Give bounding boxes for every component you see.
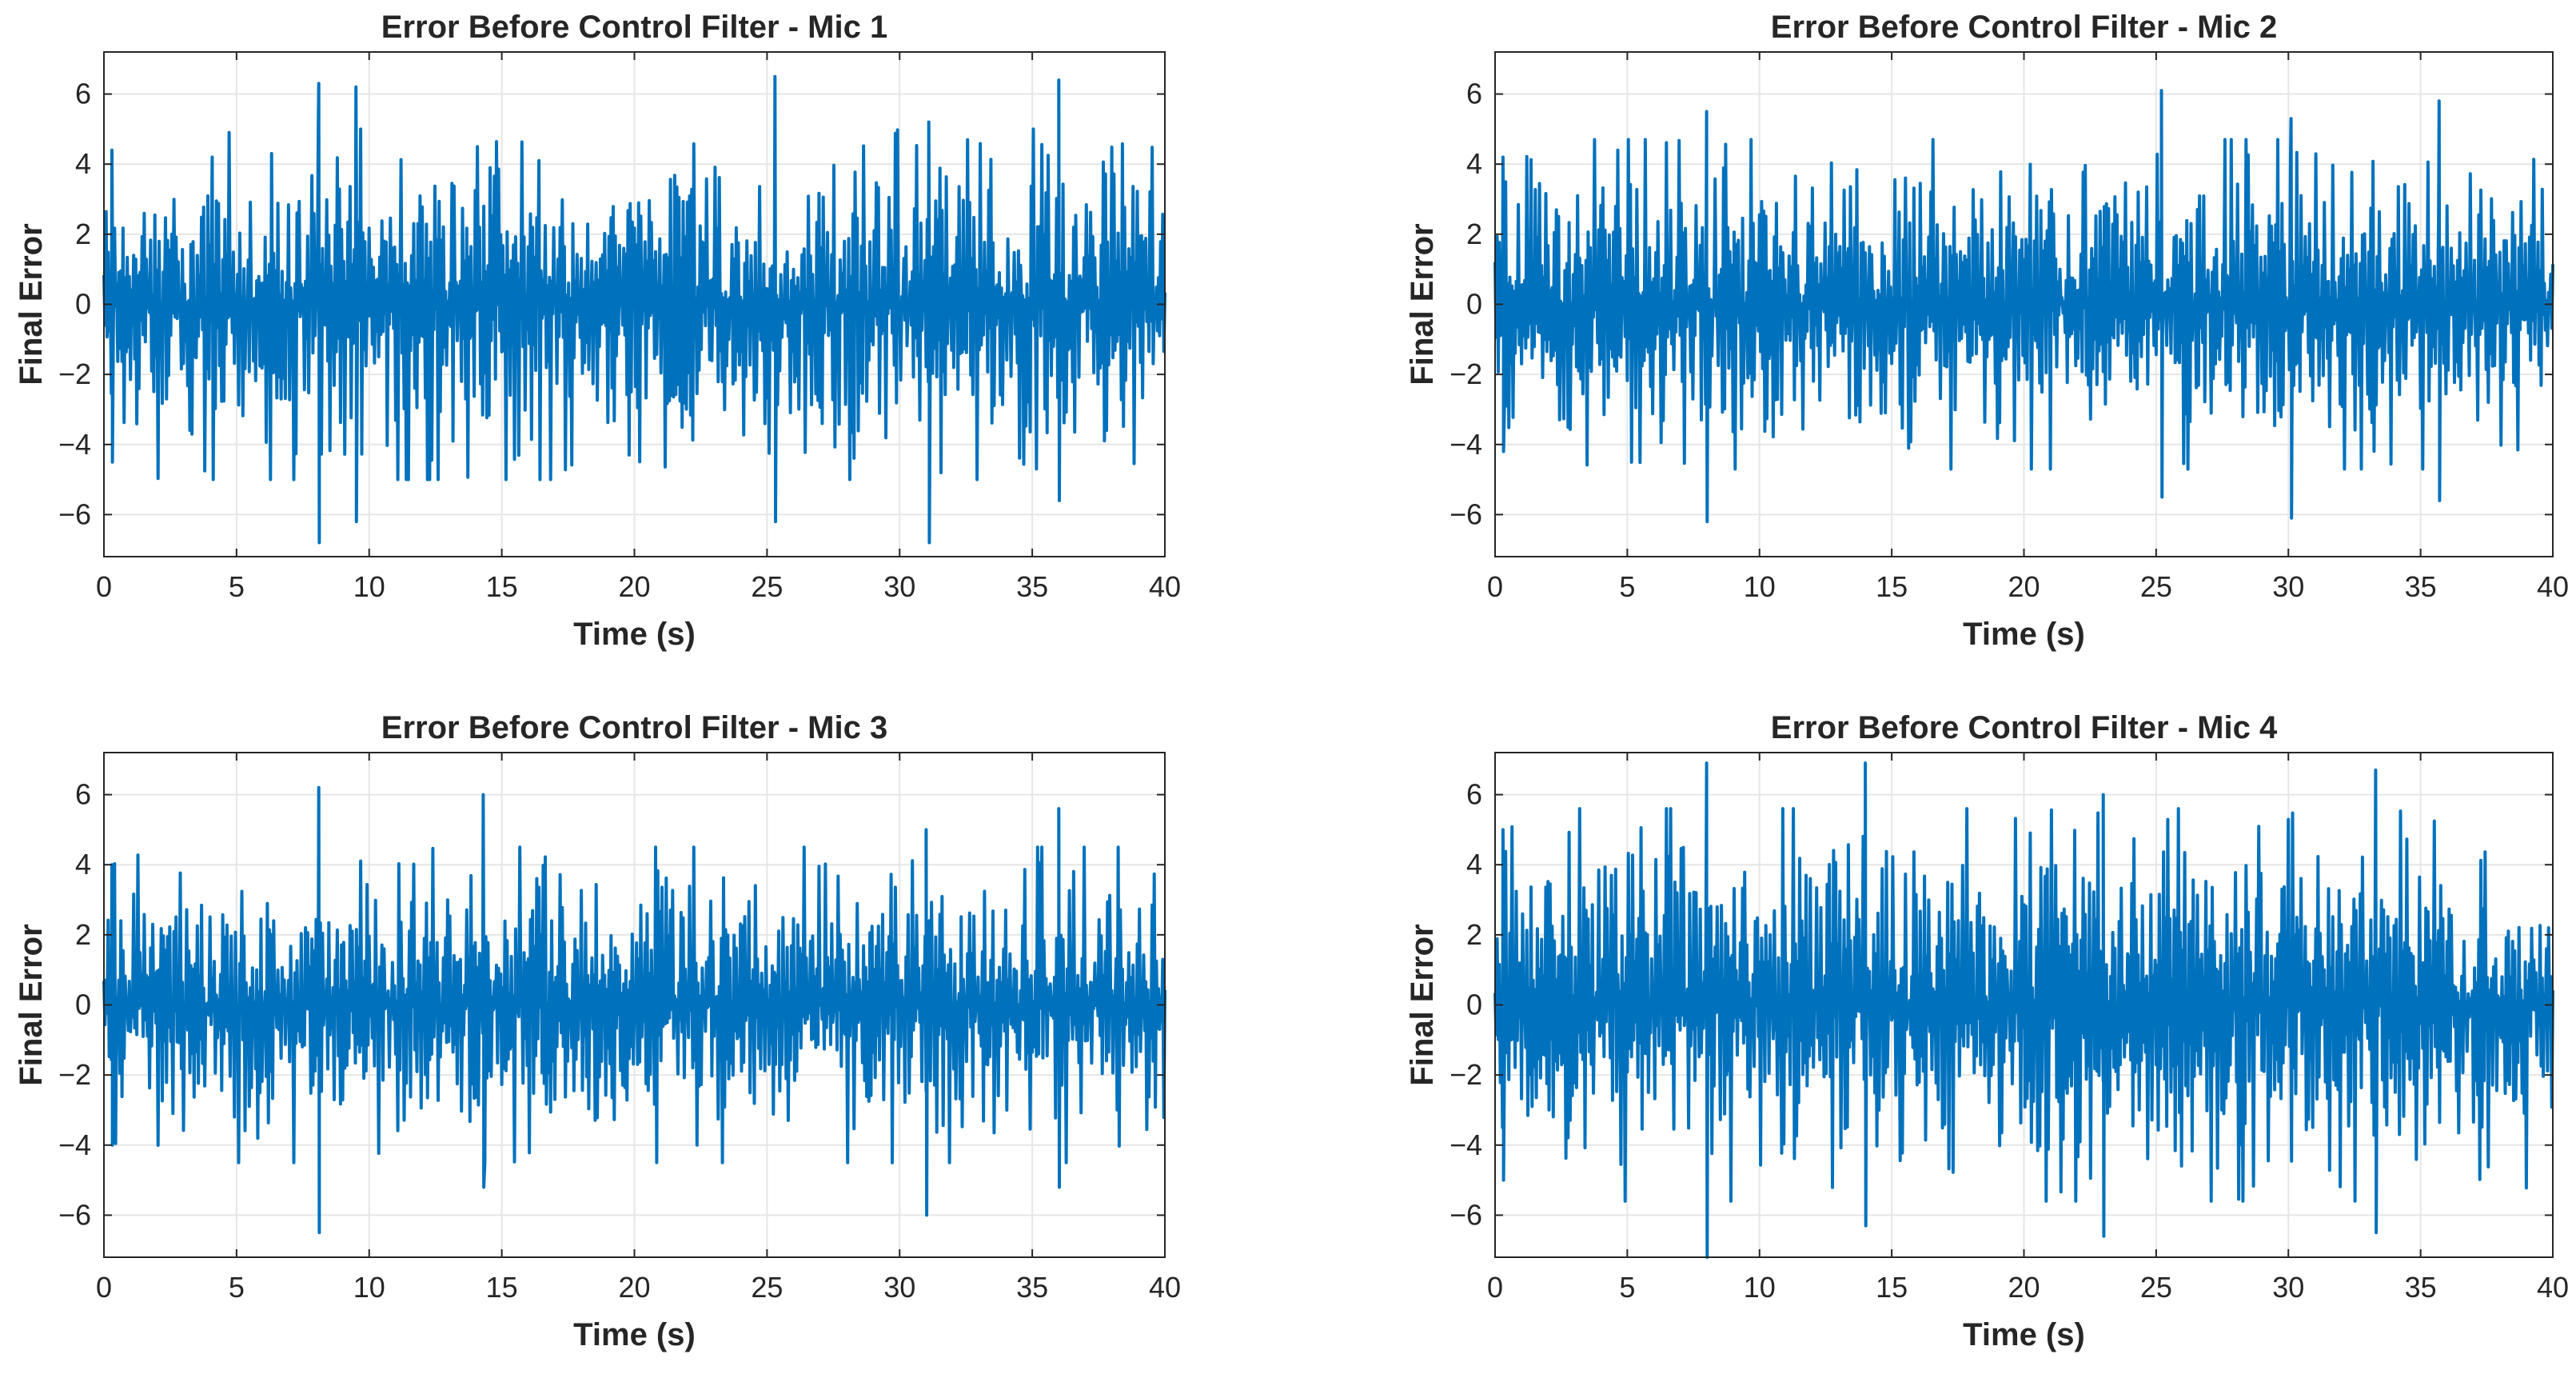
plot-title: Error Before Control Filter - Mic 4 <box>1771 710 2278 745</box>
y-tick-label: 4 <box>1466 848 1482 881</box>
y-tick-label: 4 <box>75 147 91 180</box>
signal-line <box>102 785 1166 1235</box>
x-tick-label: 35 <box>2405 1271 2437 1304</box>
plot-title: Error Before Control Filter - Mic 1 <box>381 10 887 45</box>
tick-labels: 0 5 10 15 20 25 30 35 40 −6 −4 −2 0 2 4 6 <box>58 753 1181 1304</box>
y-tick-label: 6 <box>1466 778 1482 811</box>
y-tick-label: 6 <box>1466 78 1482 110</box>
signal-trace <box>102 74 1166 545</box>
x-tick-label: 40 <box>2537 570 2569 603</box>
y-tick-label: 2 <box>1466 218 1482 250</box>
y-tick-label: 4 <box>75 848 91 881</box>
y-axis-label: Final Error <box>1405 924 1440 1085</box>
x-tick-label: 40 <box>2537 1271 2569 1304</box>
x-tick-label: 0 <box>96 1271 112 1304</box>
x-tick-label: 15 <box>1876 1271 1908 1304</box>
plot-title: Error Before Control Filter - Mic 3 <box>381 710 887 745</box>
x-tick-label: 20 <box>618 570 650 603</box>
y-tick-label: −4 <box>58 1128 91 1161</box>
y-axis-label: Final Error <box>14 924 49 1085</box>
plot-title: Error Before Control Filter - Mic 2 <box>1771 10 2277 45</box>
y-axis-label: Final Error <box>14 223 49 385</box>
x-tick-label: 5 <box>229 570 245 603</box>
x-tick-label: 0 <box>1487 1271 1503 1304</box>
x-tick-label: 30 <box>883 1271 915 1304</box>
tick-labels: 0 5 10 15 20 25 30 35 40 −6 −4 −2 0 2 4 6 <box>1449 52 2569 603</box>
x-axis-label: Time (s) <box>573 617 696 652</box>
y-tick-label: −6 <box>1449 497 1482 530</box>
x-tick-label: 25 <box>751 570 783 603</box>
x-tick-label: 35 <box>2405 570 2437 603</box>
x-tick-label: 10 <box>353 570 385 603</box>
signal-line <box>1493 89 2554 524</box>
x-tick-label: 0 <box>1487 570 1503 603</box>
y-tick-label: −2 <box>1449 1058 1482 1091</box>
x-tick-label: 25 <box>751 1271 783 1304</box>
x-tick-label: 25 <box>2140 1271 2172 1304</box>
x-tick-label: 5 <box>229 1271 245 1304</box>
tick-labels: 0 5 10 15 20 25 30 35 40 −6 −4 −2 0 2 4 6 <box>1449 753 2569 1304</box>
signal-trace <box>102 785 1166 1235</box>
y-tick-label: 0 <box>75 989 91 1021</box>
x-tick-label: 10 <box>1744 1271 1776 1304</box>
x-axis-label: Time (s) <box>1963 617 2085 652</box>
y-tick-label: 2 <box>75 918 91 951</box>
signal-line <box>102 74 1166 545</box>
signal-trace <box>1493 761 2554 1259</box>
y-tick-label: −6 <box>1449 1198 1482 1231</box>
y-tick-label: −4 <box>1449 1128 1482 1161</box>
y-tick-label: 6 <box>75 78 91 110</box>
y-tick-label: 0 <box>1466 288 1482 321</box>
y-tick-label: 0 <box>75 288 91 321</box>
tick-labels: 0 5 10 15 20 25 30 35 40 −6 −4 −2 0 2 4 6 <box>58 52 1181 603</box>
signal-trace <box>1493 89 2554 524</box>
x-tick-label: 5 <box>1619 1271 1635 1304</box>
y-tick-label: −2 <box>1449 357 1482 390</box>
signal-line <box>1493 761 2554 1259</box>
y-tick-label: 6 <box>75 778 91 811</box>
y-tick-label: 0 <box>1466 989 1482 1021</box>
x-tick-label: 15 <box>486 1271 518 1304</box>
x-tick-label: 15 <box>1876 570 1908 603</box>
x-tick-label: 0 <box>96 570 112 603</box>
x-axis-label: Time (s) <box>573 1317 696 1352</box>
x-tick-label: 20 <box>2008 570 2040 603</box>
subplot-mic-1: 0 5 10 15 20 25 30 35 40 −6 −4 −2 0 2 4 6 Error Before … <box>14 10 1181 652</box>
x-tick-label: 35 <box>1016 570 1048 603</box>
x-tick-label: 20 <box>2008 1271 2040 1304</box>
y-axis-label: Final Error <box>1405 223 1440 385</box>
y-tick-label: −6 <box>58 497 91 530</box>
subplot-mic-2: 0 5 10 15 20 25 30 35 40 −6 −4 −2 0 2 4 6 Error Before … <box>1405 10 2569 652</box>
x-tick-label: 40 <box>1149 1271 1181 1304</box>
x-tick-label: 30 <box>2272 1271 2304 1304</box>
x-tick-label: 25 <box>2140 570 2172 603</box>
y-tick-label: −2 <box>58 357 91 390</box>
y-tick-label: −6 <box>58 1198 91 1231</box>
subplot-mic-3: 0 5 10 15 20 25 30 35 40 −6 −4 −2 0 2 4 6 Error Before … <box>14 710 1181 1352</box>
x-tick-label: 30 <box>883 570 915 603</box>
x-tick-label: 40 <box>1149 570 1181 603</box>
y-tick-label: 4 <box>1466 147 1482 180</box>
y-tick-label: 2 <box>1466 918 1482 951</box>
x-tick-label: 5 <box>1619 570 1635 603</box>
x-tick-label: 10 <box>353 1271 385 1304</box>
y-tick-label: −4 <box>1449 428 1482 461</box>
x-tick-label: 10 <box>1744 570 1776 603</box>
subplot-mic-4: 0 5 10 15 20 25 30 35 40 −6 −4 −2 0 2 4 6 Error Before … <box>1405 710 2569 1352</box>
y-tick-label: −2 <box>58 1058 91 1091</box>
y-tick-label: 2 <box>75 218 91 250</box>
x-axis-label: Time (s) <box>1963 1317 2085 1352</box>
x-tick-label: 15 <box>486 570 518 603</box>
x-tick-label: 35 <box>1016 1271 1048 1304</box>
y-tick-label: −4 <box>58 428 91 461</box>
x-tick-label: 30 <box>2272 570 2304 603</box>
x-tick-label: 20 <box>618 1271 650 1304</box>
